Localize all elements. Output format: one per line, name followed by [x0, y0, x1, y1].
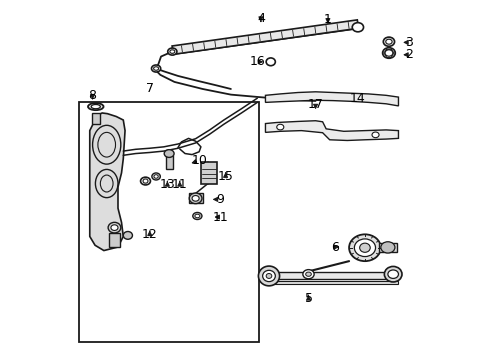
Polygon shape	[90, 113, 125, 251]
Text: 11: 11	[213, 211, 228, 224]
Ellipse shape	[306, 272, 311, 276]
Ellipse shape	[192, 195, 199, 201]
Ellipse shape	[152, 173, 160, 180]
Ellipse shape	[154, 67, 159, 70]
Text: 14: 14	[350, 93, 366, 105]
Ellipse shape	[263, 270, 275, 282]
Ellipse shape	[354, 239, 375, 257]
Ellipse shape	[383, 48, 395, 58]
Polygon shape	[266, 280, 398, 284]
Polygon shape	[266, 273, 398, 279]
Text: 8: 8	[89, 89, 97, 102]
Text: 13: 13	[160, 178, 175, 191]
Ellipse shape	[151, 65, 161, 72]
Polygon shape	[109, 233, 120, 247]
Bar	[79, 102, 259, 342]
Ellipse shape	[189, 193, 202, 204]
Polygon shape	[189, 193, 203, 203]
Ellipse shape	[91, 104, 100, 109]
Ellipse shape	[386, 39, 392, 44]
Ellipse shape	[303, 270, 314, 279]
Polygon shape	[172, 24, 358, 54]
Text: 7: 7	[146, 82, 154, 95]
Text: 9: 9	[217, 193, 224, 206]
Ellipse shape	[170, 50, 175, 53]
Polygon shape	[266, 92, 398, 106]
Ellipse shape	[383, 37, 394, 46]
Text: 2: 2	[405, 48, 413, 61]
Polygon shape	[92, 113, 100, 123]
Polygon shape	[172, 20, 359, 54]
Ellipse shape	[195, 214, 200, 218]
Text: 16: 16	[249, 55, 265, 68]
Ellipse shape	[111, 225, 118, 230]
Polygon shape	[379, 243, 397, 252]
Polygon shape	[201, 162, 217, 184]
Ellipse shape	[88, 103, 103, 110]
Ellipse shape	[154, 175, 158, 178]
Ellipse shape	[360, 243, 370, 252]
Text: 4: 4	[257, 12, 265, 25]
Ellipse shape	[372, 132, 379, 138]
Text: 12: 12	[142, 228, 158, 241]
Ellipse shape	[349, 234, 381, 261]
Ellipse shape	[193, 212, 202, 220]
Polygon shape	[266, 121, 398, 140]
Text: 15: 15	[218, 170, 234, 183]
Ellipse shape	[352, 23, 364, 32]
Ellipse shape	[385, 50, 393, 56]
Ellipse shape	[123, 231, 132, 239]
Ellipse shape	[277, 124, 284, 130]
Text: 10: 10	[191, 154, 207, 167]
Ellipse shape	[266, 58, 275, 66]
Text: 3: 3	[405, 36, 413, 49]
Text: 11: 11	[172, 178, 188, 191]
Ellipse shape	[108, 222, 121, 233]
Ellipse shape	[168, 48, 177, 55]
Text: 1: 1	[324, 13, 332, 26]
Ellipse shape	[388, 270, 398, 278]
Ellipse shape	[384, 266, 402, 282]
Ellipse shape	[164, 150, 174, 157]
Text: 5: 5	[304, 292, 313, 305]
Ellipse shape	[258, 266, 280, 286]
Ellipse shape	[266, 274, 272, 278]
Text: 6: 6	[331, 240, 339, 253]
Polygon shape	[166, 155, 172, 170]
Ellipse shape	[381, 242, 395, 253]
Text: 17: 17	[308, 98, 323, 111]
